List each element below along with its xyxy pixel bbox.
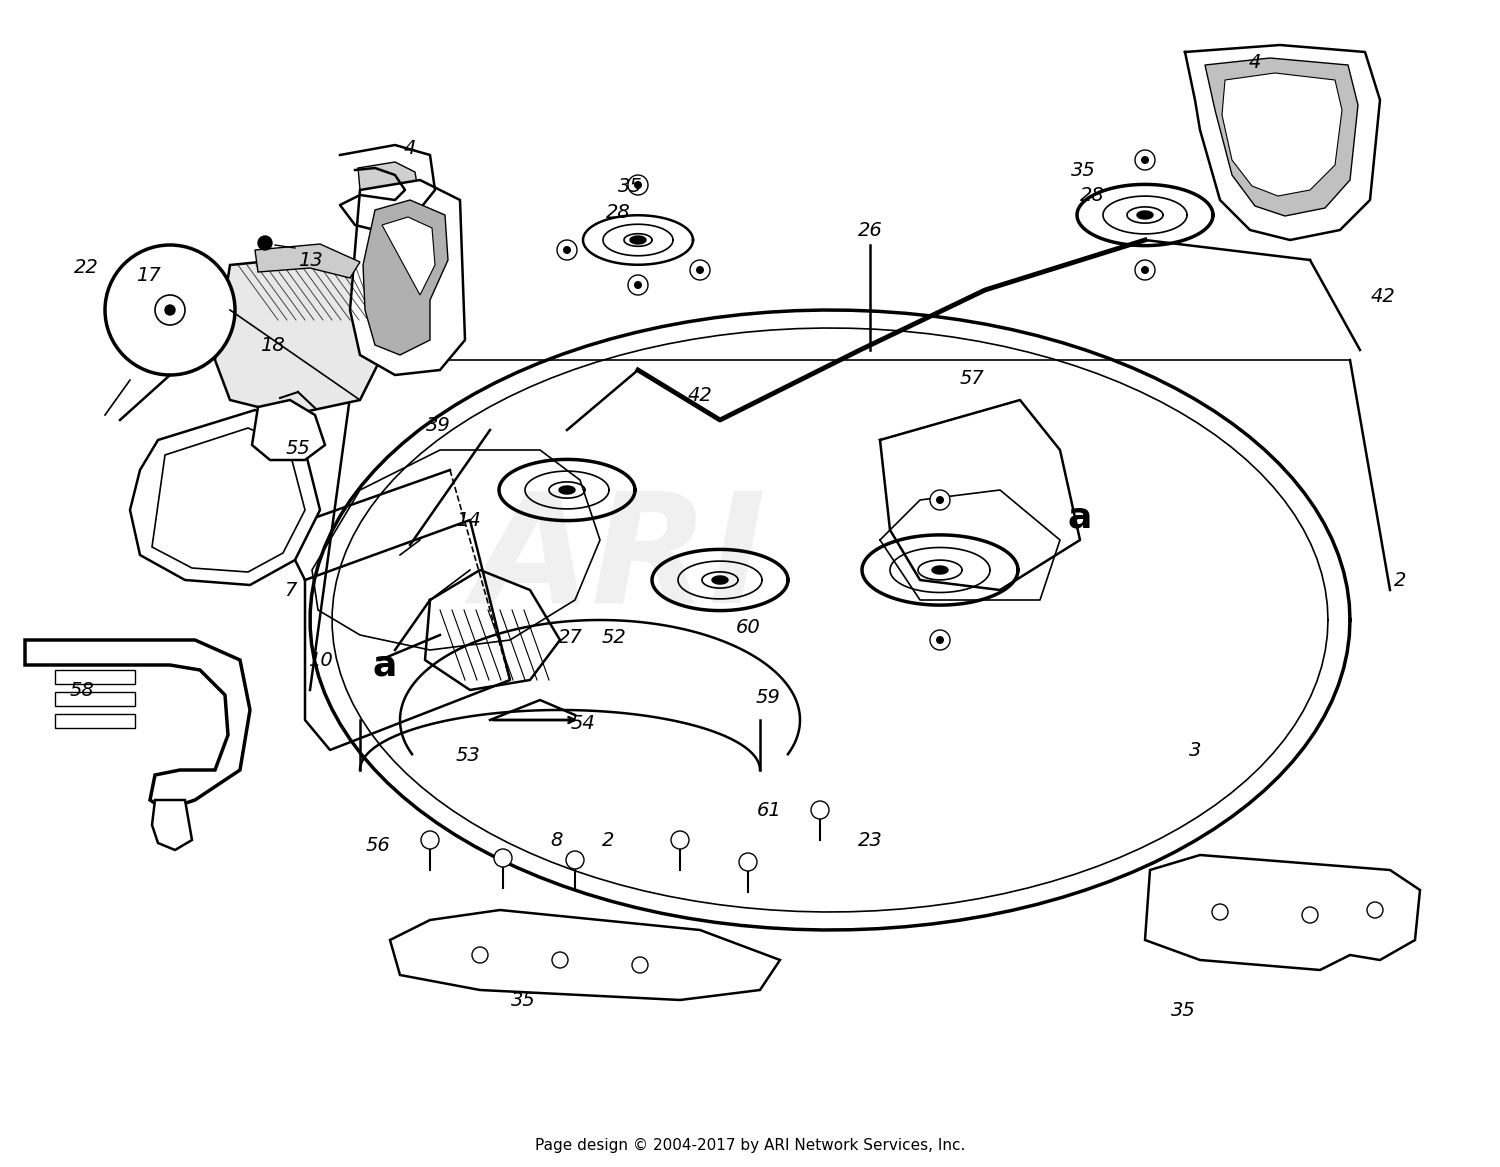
- Text: 7: 7: [284, 580, 296, 600]
- Polygon shape: [390, 910, 780, 1000]
- Polygon shape: [152, 801, 192, 850]
- Polygon shape: [363, 200, 448, 355]
- Text: 28: 28: [1080, 186, 1104, 204]
- Circle shape: [740, 853, 758, 871]
- Text: 3: 3: [1190, 741, 1202, 760]
- Text: 58: 58: [69, 680, 94, 699]
- Bar: [56, 714, 135, 728]
- Circle shape: [936, 496, 944, 504]
- Text: 55: 55: [285, 439, 310, 457]
- Circle shape: [1136, 151, 1155, 170]
- Text: 14: 14: [456, 510, 480, 530]
- Text: 35: 35: [1071, 161, 1095, 180]
- Circle shape: [1366, 902, 1383, 918]
- Text: 56: 56: [366, 836, 390, 854]
- Text: 13: 13: [297, 251, 322, 270]
- Circle shape: [634, 181, 642, 189]
- Circle shape: [1142, 156, 1149, 165]
- Polygon shape: [560, 485, 574, 494]
- Polygon shape: [630, 236, 646, 244]
- Text: 4: 4: [404, 139, 416, 158]
- Circle shape: [628, 275, 648, 295]
- Polygon shape: [252, 400, 326, 460]
- Circle shape: [690, 260, 709, 280]
- Circle shape: [165, 305, 176, 315]
- Polygon shape: [130, 410, 320, 585]
- Circle shape: [422, 831, 440, 850]
- Circle shape: [812, 801, 830, 819]
- Polygon shape: [350, 180, 465, 375]
- Circle shape: [632, 957, 648, 973]
- Bar: [56, 692, 135, 706]
- Text: 52: 52: [602, 628, 627, 647]
- Text: a: a: [1068, 499, 1092, 534]
- Circle shape: [930, 630, 950, 650]
- Text: 54: 54: [570, 713, 596, 733]
- Text: 27: 27: [558, 628, 582, 647]
- Text: 53: 53: [456, 746, 480, 764]
- Polygon shape: [255, 244, 360, 278]
- Polygon shape: [1204, 58, 1358, 216]
- Circle shape: [1142, 266, 1149, 274]
- Text: 2: 2: [1394, 571, 1406, 589]
- Text: 26: 26: [858, 221, 882, 239]
- Text: 22: 22: [74, 258, 99, 277]
- Circle shape: [105, 245, 236, 375]
- Polygon shape: [1144, 855, 1420, 970]
- Polygon shape: [932, 566, 948, 574]
- Polygon shape: [382, 217, 435, 295]
- Text: 35: 35: [1170, 1000, 1196, 1020]
- Circle shape: [566, 851, 584, 869]
- Text: 42: 42: [687, 385, 712, 405]
- Text: 35: 35: [618, 176, 642, 196]
- Circle shape: [696, 266, 703, 274]
- Circle shape: [472, 946, 488, 963]
- Polygon shape: [1222, 74, 1342, 196]
- Text: 57: 57: [960, 369, 984, 387]
- Text: 35: 35: [510, 991, 536, 1009]
- Text: 4: 4: [1250, 53, 1262, 71]
- Text: 28: 28: [606, 203, 630, 222]
- Polygon shape: [358, 162, 419, 218]
- Text: 18: 18: [260, 335, 285, 355]
- Text: 2: 2: [602, 831, 613, 850]
- Text: 60: 60: [735, 617, 760, 636]
- Text: Page design © 2004-2017 by ARI Network Services, Inc.: Page design © 2004-2017 by ARI Network S…: [536, 1138, 964, 1153]
- Circle shape: [1212, 904, 1228, 920]
- Circle shape: [258, 236, 272, 250]
- Circle shape: [936, 636, 944, 644]
- Text: a: a: [374, 648, 398, 682]
- Text: 42: 42: [1371, 287, 1395, 306]
- Circle shape: [930, 490, 950, 510]
- Text: 59: 59: [756, 687, 780, 706]
- Text: 61: 61: [756, 801, 782, 819]
- Text: 8: 8: [550, 831, 562, 850]
- Text: 17: 17: [135, 266, 160, 285]
- Polygon shape: [1137, 211, 1154, 219]
- Text: ARI: ARI: [474, 485, 766, 635]
- Text: 23: 23: [858, 831, 882, 850]
- Circle shape: [634, 281, 642, 289]
- Text: 10: 10: [308, 650, 333, 670]
- Polygon shape: [26, 640, 251, 810]
- Text: 39: 39: [426, 415, 450, 434]
- Circle shape: [1136, 260, 1155, 280]
- Circle shape: [556, 240, 578, 260]
- Circle shape: [562, 246, 572, 254]
- Polygon shape: [214, 256, 380, 415]
- Bar: [56, 670, 135, 684]
- Circle shape: [628, 175, 648, 195]
- Circle shape: [670, 831, 688, 850]
- Circle shape: [1302, 907, 1318, 923]
- Circle shape: [552, 952, 568, 967]
- Polygon shape: [712, 576, 728, 584]
- Circle shape: [494, 850, 512, 867]
